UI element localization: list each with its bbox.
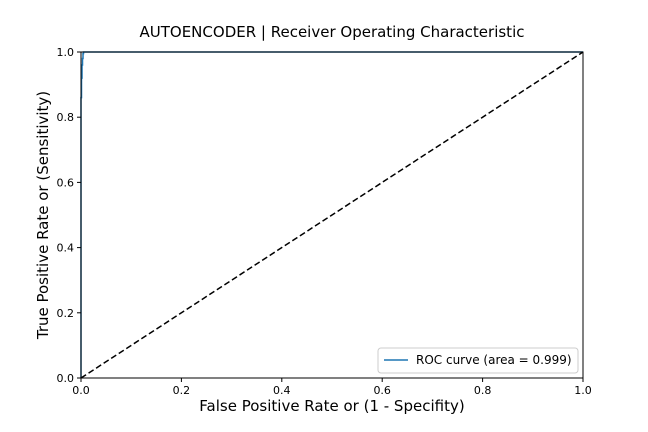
y-axis-label: True Positive Rate or (Sensitivity) <box>34 91 52 340</box>
y-tick-label: 0.8 <box>57 111 75 124</box>
x-tick-label: 1.0 <box>574 384 592 397</box>
plot-frame <box>80 51 584 379</box>
diagonal-reference-line <box>80 51 584 379</box>
plot-area <box>80 51 584 379</box>
x-axis-label: False Positive Rate or (1 - Specifity) <box>199 397 464 415</box>
y-tick-label: 0.0 <box>57 372 75 385</box>
x-tick-label: 0.2 <box>173 384 191 397</box>
y-axis: 0.0 0.2 0.4 0.6 0.8 1.0 <box>57 46 81 385</box>
legend-entry-roc-curve: ROC curve (area = 0.999) <box>416 353 572 367</box>
x-tick-label: 0.6 <box>373 384 391 397</box>
chart-title: AUTOENCODER | Receiver Operating Charact… <box>140 23 525 41</box>
x-tick-label: 0.8 <box>474 384 492 397</box>
y-tick-label: 0.2 <box>57 307 75 320</box>
x-tick-label: 0.4 <box>273 384 291 397</box>
y-tick-label: 1.0 <box>57 46 75 59</box>
legend: ROC curve (area = 0.999) <box>377 347 579 374</box>
x-tick-label: 0.0 <box>72 384 90 397</box>
y-tick-label: 0.4 <box>57 242 75 255</box>
legend-box <box>377 347 579 374</box>
y-tick-label: 0.6 <box>57 176 75 189</box>
x-axis: 0.0 0.2 0.4 0.6 0.8 1.0 <box>72 378 592 397</box>
